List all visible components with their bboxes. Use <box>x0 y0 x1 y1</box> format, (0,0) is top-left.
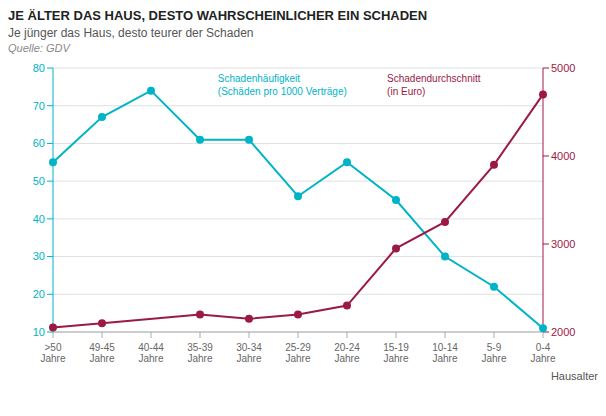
svg-text:40-44Jahre: 40-44Jahre <box>138 342 164 364</box>
html-text:JE ÄLTER DAS HAUS, DESTO WAHRS: JE ÄLTER DAS HAUS, DESTO WAHRSCHEINLICHE… <box>8 8 428 23</box>
html-text:Hausalter: Hausalter <box>550 370 598 382</box>
svg-text:15-19Jahre: 15-19Jahre <box>383 342 409 364</box>
svg-text:50: 50 <box>33 175 45 187</box>
svg-text:4000: 4000 <box>551 150 575 162</box>
html-text:Je jünger das Haus, desto teur: Je jünger das Haus, desto teurer der Sch… <box>8 26 254 40</box>
svg-text:20: 20 <box>33 288 45 300</box>
svg-text:60: 60 <box>33 137 45 149</box>
svg-text:40: 40 <box>33 213 45 225</box>
svg-text:70: 70 <box>33 100 45 112</box>
svg-text:5000: 5000 <box>551 62 575 74</box>
svg-text:30-34Jahre: 30-34Jahre <box>236 342 262 364</box>
svg-text:3000: 3000 <box>551 238 575 250</box>
svg-text:49-45Jahre: 49-45Jahre <box>89 342 115 364</box>
html-text:Quelle: GDV: Quelle: GDV <box>8 42 70 54</box>
svg-text:>50Jahre: >50Jahre <box>40 342 65 364</box>
svg-text:10-14Jahre: 10-14Jahre <box>432 342 458 364</box>
svg-text:30: 30 <box>33 250 45 262</box>
svg-text:20-24Jahre: 20-24Jahre <box>334 342 360 364</box>
html-text:Schadenhäufigkeit (Schäden pro: Schadenhäufigkeit (Schäden pro 1000 Vert… <box>217 73 347 97</box>
svg-text:2000: 2000 <box>551 326 575 338</box>
svg-text:80: 80 <box>33 62 45 74</box>
svg-text:10: 10 <box>33 326 45 338</box>
svg-text:35-39Jahre: 35-39Jahre <box>187 342 213 364</box>
svg-text:5-9Jahre: 5-9Jahre <box>481 342 506 364</box>
html-text:Schadendurchschnitt (in Euro): Schadendurchschnitt (in Euro) <box>387 73 481 97</box>
svg-text:0-4Jahre: 0-4Jahre <box>530 342 555 364</box>
svg-text:25-29Jahre: 25-29Jahre <box>285 342 311 364</box>
